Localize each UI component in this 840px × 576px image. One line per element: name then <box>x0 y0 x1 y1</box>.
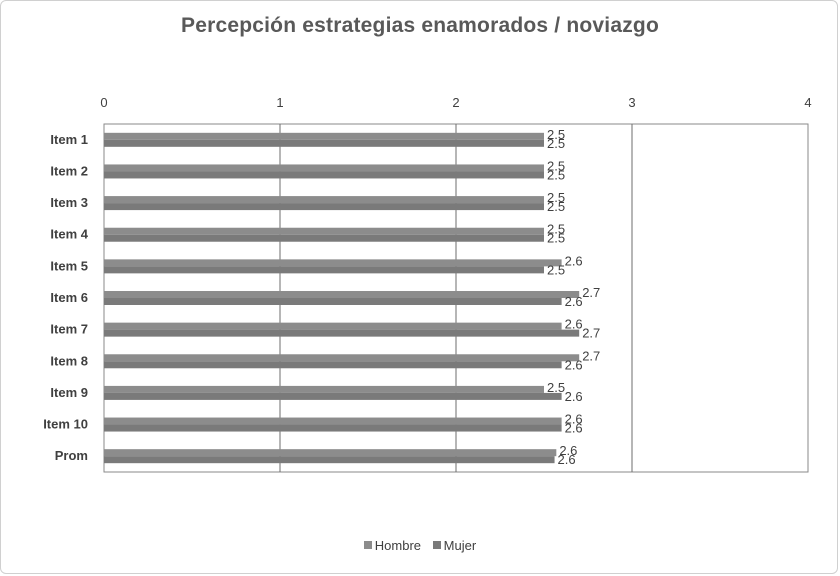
category-label: Item 6 <box>50 290 88 305</box>
bar-mujer <box>104 234 544 242</box>
bar-mujer <box>104 266 544 274</box>
data-label-mujer: 2.5 <box>547 167 565 182</box>
bar-hombre <box>104 196 544 204</box>
legend-label-mujer: Mujer <box>443 538 477 553</box>
x-tick-label: 0 <box>100 95 107 110</box>
bar-hombre <box>104 449 557 457</box>
category-label: Prom <box>55 448 88 463</box>
legend-swatch-hombre <box>363 541 372 549</box>
chart-title: Percepción estrategias enamorados / novi… <box>181 14 659 37</box>
category-label: Item 2 <box>50 163 88 178</box>
category-label: Item 3 <box>50 195 88 210</box>
legend: Hombre Mujer <box>0 538 840 553</box>
bar-mujer <box>104 171 544 179</box>
data-label-hombre: 2.5 <box>547 127 565 142</box>
bar-hombre <box>104 417 562 425</box>
data-label-hombre: 2.7 <box>582 348 600 363</box>
bar-mujer <box>104 456 555 464</box>
data-label-mujer: 2.5 <box>547 199 565 214</box>
bar-hombre <box>104 354 580 362</box>
bar-hombre <box>104 132 544 140</box>
bar-mujer <box>104 139 544 147</box>
data-label-hombre: 2.5 <box>547 158 565 173</box>
data-label-hombre: 2.6 <box>565 253 583 268</box>
category-label: Item 10 <box>43 417 88 432</box>
data-label-hombre: 2.5 <box>547 222 565 237</box>
data-label-hombre: 2.5 <box>547 380 565 395</box>
data-label-mujer: 2.5 <box>547 262 565 277</box>
bar-mujer <box>104 329 580 337</box>
bar-mujer <box>104 424 562 432</box>
data-label-hombre: 2.5 <box>547 190 565 205</box>
data-label-mujer: 2.6 <box>565 421 583 436</box>
bar-hombre <box>104 164 544 172</box>
data-label-mujer: 2.7 <box>582 326 600 341</box>
data-label-mujer: 2.6 <box>565 357 583 372</box>
data-label-hombre: 2.7 <box>582 285 600 300</box>
legend-label-hombre: Hombre <box>374 538 422 553</box>
bar-hombre <box>104 322 562 330</box>
x-tick-label: 1 <box>276 95 283 110</box>
category-label: Item 1 <box>50 132 88 147</box>
x-tick-label: 4 <box>804 95 811 110</box>
x-tick-label: 2 <box>452 95 459 110</box>
bar-hombre <box>104 385 544 393</box>
data-label-hombre: 2.6 <box>565 317 583 332</box>
bar-hombre <box>104 291 580 298</box>
legend-swatch-mujer <box>432 541 441 549</box>
bar-mujer <box>104 298 562 305</box>
category-label: Item 8 <box>50 353 88 368</box>
category-label: Item 5 <box>50 258 88 273</box>
data-label-mujer: 2.5 <box>547 231 565 246</box>
x-tick-label: 3 <box>628 95 635 110</box>
bar-mujer <box>104 361 562 369</box>
data-label-mujer: 2.6 <box>558 452 576 467</box>
data-label-mujer: 2.6 <box>565 294 583 309</box>
bar-hombre <box>104 259 562 267</box>
bar-hombre <box>104 227 544 235</box>
legend-item-hombre: Hombre <box>363 538 422 553</box>
data-label-mujer: 2.5 <box>547 136 565 151</box>
category-label: Item 4 <box>50 227 88 242</box>
data-label-mujer: 2.6 <box>565 389 583 404</box>
bar-mujer <box>104 392 562 400</box>
bar-mujer <box>104 203 544 211</box>
category-label: Item 9 <box>50 385 88 400</box>
data-label-hombre: 2.6 <box>559 443 577 458</box>
legend-item-mujer: Mujer <box>432 538 477 553</box>
data-label-hombre: 2.6 <box>565 412 583 427</box>
category-label: Item 7 <box>50 322 88 337</box>
